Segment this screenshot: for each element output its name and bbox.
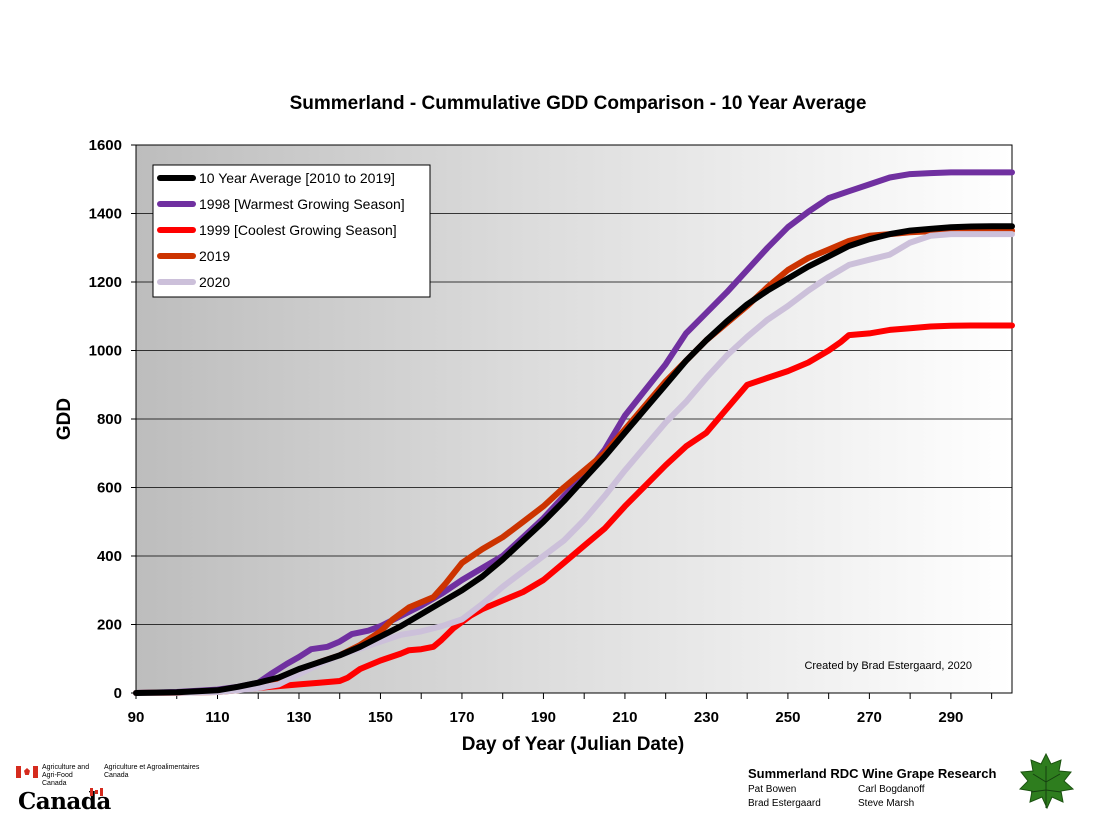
legend-label: 2019 (199, 248, 230, 264)
wordmark-flag-icon (90, 788, 103, 796)
aafc-logo: Agriculture and Agri-Food Canada Agricul… (16, 764, 206, 815)
x-tick-label: 130 (286, 709, 311, 726)
credit-name: Steve Marsh (858, 798, 915, 809)
legend-label: 1998 [Warmest Growing Season] (199, 196, 405, 212)
aafc-french-name: Agriculture et Agroalimentaires Canada (104, 764, 200, 779)
x-tick-label: 290 (938, 709, 963, 726)
series-line-1 (133, 169, 1015, 696)
x-axis-ticks: 90 110 130 150 170 190 210 230 250 270 290 (128, 693, 993, 726)
x-tick-label: 90 (128, 709, 145, 726)
x-tick-label: 250 (775, 709, 800, 726)
grid-lines (136, 213, 1012, 625)
research-title: Summerland RDC Wine Grape Research (748, 766, 997, 781)
credit-name: Pat Bowen (748, 784, 797, 795)
x-tick-label: 170 (449, 709, 474, 726)
gdd-chart: Summerland - Cummulative GDD Comparison … (54, 93, 1015, 755)
canada-flag-icon (16, 766, 38, 778)
aafc-english-name: Agriculture and Agri-Food Canada (42, 764, 90, 787)
y-tick-label: 0 (114, 685, 122, 702)
y-tick-label: 1400 (89, 206, 122, 223)
legend-label: 10 Year Average [2010 to 2019] (199, 170, 395, 186)
y-tick-label: 800 (97, 411, 122, 428)
legend-box (152, 164, 431, 298)
x-tick-label: 270 (857, 709, 882, 726)
x-tick-label: 210 (612, 709, 637, 726)
legend: 10 Year Average [2010 to 2019] 1998 [Warm… (152, 164, 431, 298)
x-tick-label: 190 (531, 709, 556, 726)
x-tick-label: 150 (368, 709, 393, 726)
research-credits: Summerland RDC Wine Grape Research Pat B… (748, 766, 1018, 811)
series-lines (133, 169, 1015, 696)
y-axis-title: GDD (54, 398, 75, 440)
y-tick-label: 400 (97, 548, 122, 565)
x-tick-label: 230 (694, 709, 719, 726)
x-axis-title: Day of Year (Julian Date) (462, 734, 684, 755)
credit-annotation: Created by Brad Estergaard, 2020 (804, 660, 972, 672)
series-line-2 (133, 322, 1015, 696)
grape-leaf-icon (1018, 752, 1075, 810)
y-tick-label: 1000 (89, 343, 122, 360)
y-tick-label: 1200 (89, 274, 122, 291)
legend-label: 2020 (199, 274, 230, 290)
series-line-0 (133, 223, 1015, 696)
y-tick-label: 200 (97, 617, 122, 634)
y-tick-label: 1600 (89, 137, 122, 154)
legend-label: 1999 [Coolest Growing Season] (199, 222, 397, 238)
credit-name: Brad Estergaard (748, 798, 821, 809)
y-axis-ticks: 0 200 400 600 800 1000 1200 1400 1600 (89, 137, 136, 702)
y-tick-label: 600 (97, 480, 122, 497)
x-tick-label: 110 (205, 709, 229, 726)
credit-name: Carl Bogdanoff (858, 784, 925, 795)
chart-title: Summerland - Cummulative GDD Comparison … (290, 93, 867, 114)
